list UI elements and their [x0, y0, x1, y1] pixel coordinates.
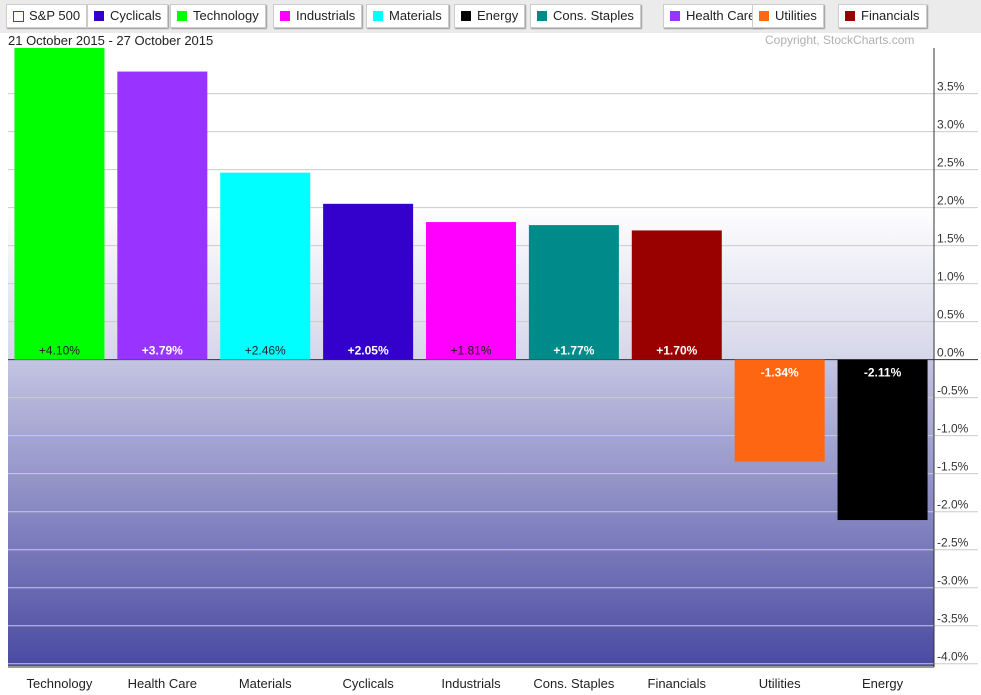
- legend-swatch: [670, 11, 680, 21]
- legend-item-financials[interactable]: Financials: [838, 4, 927, 28]
- legend-item-health-care[interactable]: Health Care: [663, 4, 763, 28]
- legend-item-utilities[interactable]: Utilities: [752, 4, 824, 28]
- x-tick-label: Materials: [239, 676, 292, 691]
- bar-financials: [631, 230, 722, 360]
- bar-cons-staples: [528, 225, 619, 360]
- data-label: +1.70%: [656, 344, 697, 358]
- legend-label: Energy: [477, 8, 519, 23]
- y-tick-label: -3.0%: [937, 574, 969, 588]
- legend-item-cons-staples[interactable]: Cons. Staples: [530, 4, 641, 28]
- legend-label: Materials: [389, 8, 442, 23]
- y-tick-label: 3.0%: [937, 118, 965, 132]
- legend-item-cyclicals[interactable]: Cyclicals: [87, 4, 169, 28]
- x-tick-label: Industrials: [441, 676, 501, 691]
- y-tick-label: 1.0%: [937, 270, 965, 284]
- legend-swatch: [845, 11, 855, 21]
- bar-cyclicals: [323, 203, 414, 360]
- legend-label: Financials: [861, 8, 920, 23]
- legend-label: Industrials: [296, 8, 356, 23]
- y-tick-label: 0.5%: [937, 308, 965, 322]
- bar-energy: [837, 359, 928, 521]
- x-tick-label: Financials: [648, 676, 707, 691]
- y-tick-label: -0.5%: [937, 384, 969, 398]
- data-label: +1.81%: [450, 344, 491, 358]
- x-tick-label: Technology: [27, 676, 93, 691]
- data-label: +3.79%: [142, 344, 183, 358]
- legend-item-energy[interactable]: Energy: [454, 4, 526, 28]
- y-tick-label: -2.5%: [937, 536, 969, 550]
- legend-label: Technology: [193, 8, 259, 23]
- legend-label: S&P 500: [29, 8, 81, 23]
- bar-health-care: [117, 71, 208, 360]
- data-label: +2.46%: [245, 344, 286, 358]
- data-label: +4.10%: [39, 344, 80, 358]
- legend-label: Cons. Staples: [553, 8, 634, 23]
- bar-utilities: [734, 359, 825, 462]
- data-label: -1.34%: [761, 366, 799, 380]
- y-tick-label: -3.5%: [937, 612, 969, 626]
- legend-swatch: [13, 11, 24, 22]
- data-label: -2.11%: [864, 366, 902, 380]
- x-tick-label: Cons. Staples: [533, 676, 614, 691]
- copyright: Copyright, StockCharts.com: [765, 33, 915, 47]
- legend-item-technology[interactable]: Technology: [170, 4, 266, 28]
- data-label: +1.77%: [553, 344, 594, 358]
- y-tick-label: -1.5%: [937, 460, 969, 474]
- bar-technology: [14, 48, 105, 360]
- y-tick-label: 2.0%: [937, 194, 965, 208]
- legend-swatch: [759, 11, 769, 21]
- x-tick-label: Energy: [862, 676, 904, 691]
- y-tick-label: -2.0%: [937, 498, 969, 512]
- legend-item-s-p-500[interactable]: S&P 500: [6, 4, 88, 28]
- legend-swatch: [94, 11, 104, 21]
- legend-label: Cyclicals: [110, 8, 162, 23]
- y-tick-label: 0.0%: [937, 346, 965, 360]
- legend-swatch: [373, 11, 383, 21]
- legend-swatch: [177, 11, 187, 21]
- x-tick-label: Cyclicals: [342, 676, 394, 691]
- x-tick-label: Utilities: [759, 676, 801, 691]
- x-tick-label: Health Care: [128, 676, 197, 691]
- date-range: 21 October 2015 - 27 October 2015: [8, 33, 214, 48]
- y-tick-label: -4.0%: [937, 650, 969, 664]
- legend-label: Utilities: [775, 8, 817, 23]
- legend-bar: S&P 500 Cyclicals Technology Industrials Mat…: [0, 0, 981, 33]
- data-label: +2.05%: [348, 344, 389, 358]
- bar-materials: [220, 172, 311, 360]
- legend-swatch: [280, 11, 290, 21]
- y-tick-label: -1.0%: [937, 422, 969, 436]
- legend-swatch: [461, 11, 471, 21]
- y-tick-label: 2.5%: [937, 156, 965, 170]
- legend-item-industrials[interactable]: Industrials: [273, 4, 363, 28]
- y-tick-label: 3.5%: [937, 80, 965, 94]
- bar-industrials: [426, 222, 516, 360]
- legend-label: Health Care: [686, 8, 756, 23]
- legend-swatch: [537, 11, 547, 21]
- y-tick-label: 1.5%: [937, 232, 965, 246]
- legend-item-materials[interactable]: Materials: [366, 4, 449, 28]
